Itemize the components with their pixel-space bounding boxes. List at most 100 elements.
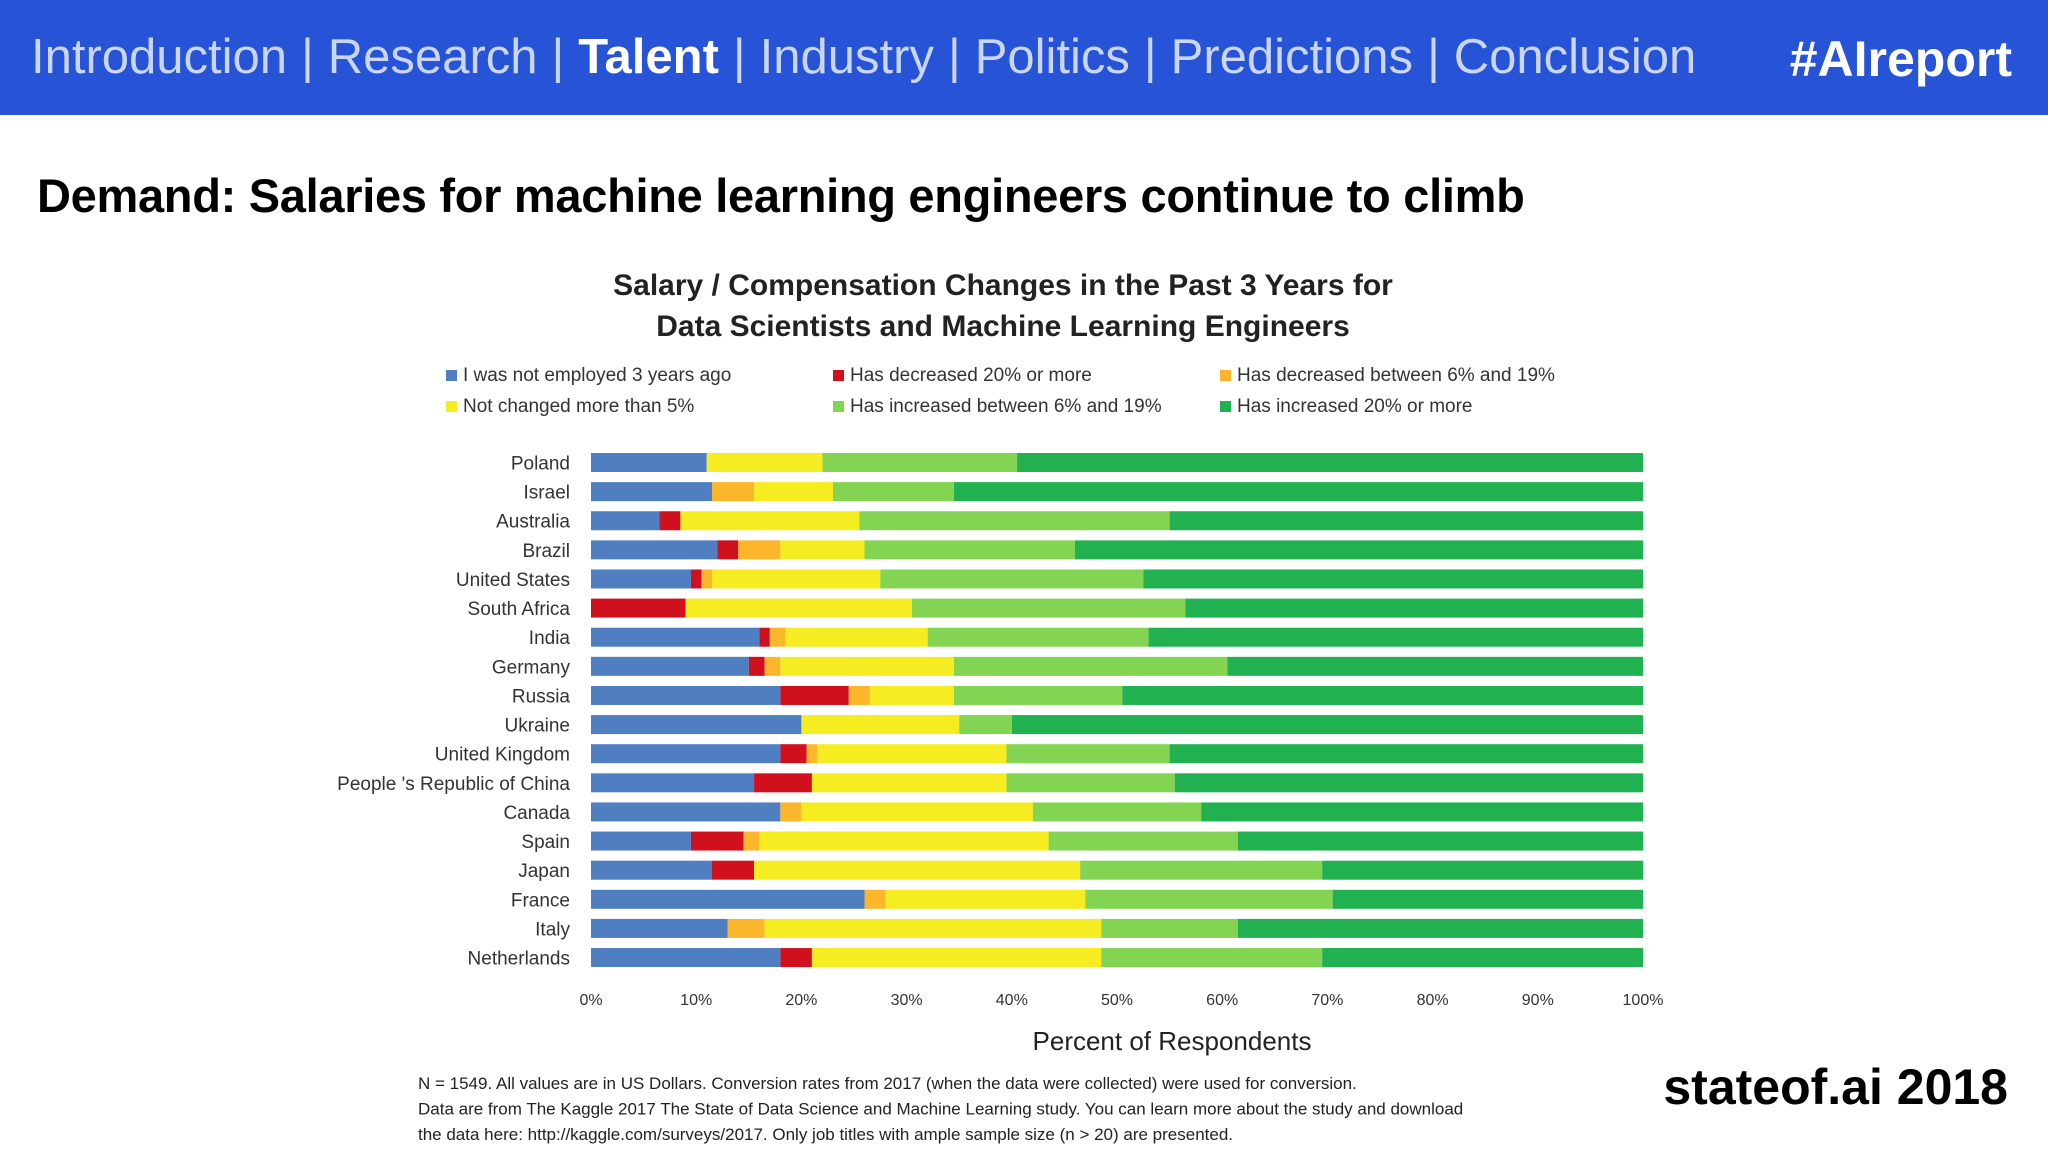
bar-netherlands-has-increased-between-6-and-19: [1101, 948, 1323, 968]
bar-brazil-not-changed-more-than-5: [780, 540, 865, 560]
bar-united-states-has-decreased-20-or-more: [690, 569, 702, 589]
top-nav-bar: Introduction | Research | Talent | Industry | Po…: [0, 0, 2048, 115]
bar-ukraine-i-was-not-employed-3-years-ago: [591, 715, 802, 735]
bar-south-africa-not-changed-more-than-5: [685, 598, 912, 618]
x-tick-label: 90%: [1522, 992, 1554, 1009]
bar-south-africa-has-increased-between-6-and-19: [911, 598, 1186, 618]
bar-brazil-has-increased-between-6-and-19: [864, 540, 1075, 560]
bars: [591, 453, 1643, 968]
y-label-india: India: [529, 628, 571, 649]
x-tick-label: 40%: [996, 992, 1028, 1009]
bar-germany-has-increased-20-or-more: [1227, 656, 1643, 676]
footnote: N = 1549. All values are in US Dollars. …: [418, 1074, 1463, 1144]
bar-india-has-decreased-between-6-and-19: [769, 627, 786, 647]
bar-russia-has-decreased-20-or-more: [780, 685, 849, 705]
bar-germany-has-increased-between-6-and-19: [953, 656, 1228, 676]
x-tick-label: 50%: [1101, 992, 1133, 1009]
bar-people-s-republic-of-china-i-was-not-employed-3-years-ago: [591, 773, 755, 793]
bar-india-not-changed-more-than-5: [785, 627, 928, 647]
bar-canada-has-decreased-between-6-and-19: [780, 802, 802, 822]
bar-poland-i-was-not-employed-3-years-ago: [591, 453, 707, 472]
bar-netherlands-not-changed-more-than-5: [811, 948, 1102, 968]
legend-label: Has increased between 6% and 19%: [850, 396, 1162, 417]
footnote-line: the data here: http://kaggle.com/surveys…: [418, 1125, 1233, 1144]
bar-canada-i-was-not-employed-3-years-ago: [591, 802, 781, 822]
bar-france-not-changed-more-than-5: [885, 889, 1086, 909]
bar-brazil-i-was-not-employed-3-years-ago: [591, 540, 718, 560]
nav-item-talent[interactable]: Talent: [578, 30, 719, 84]
bar-united-kingdom-i-was-not-employed-3-years-ago: [591, 744, 781, 764]
bar-united-states-has-increased-20-or-more: [1143, 569, 1643, 589]
nav-item-politics[interactable]: Politics: [974, 30, 1130, 84]
legend-label: Has decreased 20% or more: [850, 365, 1092, 386]
chart-title: Salary / Compensation Changes in the Pas…: [613, 269, 1393, 343]
nav-item-introduction[interactable]: Introduction: [31, 30, 288, 84]
y-label-brazil: Brazil: [522, 541, 570, 562]
bar-japan-has-decreased-20-or-more: [711, 860, 755, 880]
y-label-australia: Australia: [496, 512, 570, 533]
bar-france-has-decreased-between-6-and-19: [864, 889, 886, 909]
nav-separator: |: [732, 30, 746, 84]
bar-australia-has-increased-20-or-more: [1169, 511, 1643, 531]
legend-item-has-increased-between-6-and-19: Has increased between 6% and 19%: [833, 396, 1162, 417]
bar-france-has-increased-between-6-and-19: [1085, 889, 1333, 909]
bar-people-s-republic-of-china-not-changed-more-than-5: [811, 773, 1007, 793]
bar-australia-i-was-not-employed-3-years-ago: [591, 511, 660, 531]
nav-separator: |: [1427, 30, 1440, 84]
legend-label: Has increased 20% or more: [1237, 396, 1473, 417]
salary-change-chart: Salary / Compensation Changes in the Pas…: [337, 269, 1664, 1144]
brand-label: stateof.ai 2018: [1663, 1059, 2008, 1115]
chart-legend: I was not employed 3 years ago Has decrea…: [446, 365, 1555, 417]
bar-italy-i-was-not-employed-3-years-ago: [591, 918, 728, 938]
bar-israel-not-changed-more-than-5: [754, 482, 833, 502]
chart-title-line: Data Scientists and Machine Learning Eng…: [656, 310, 1350, 343]
section-nav: Introduction | Research | Talent | Industry | Po…: [31, 0, 1696, 115]
bar-germany-has-decreased-between-6-and-19: [764, 656, 781, 676]
nav-item-predictions[interactable]: Predictions: [1170, 30, 1414, 84]
y-label-italy: Italy: [535, 919, 570, 940]
bar-netherlands-has-decreased-20-or-more: [780, 948, 812, 968]
bar-poland-has-increased-between-6-and-19: [822, 453, 1018, 472]
y-label-united-states: United States: [456, 570, 570, 591]
nav-item-research[interactable]: Research: [327, 30, 538, 84]
bar-spain-has-increased-20-or-more: [1237, 831, 1643, 851]
bar-united-states-i-was-not-employed-3-years-ago: [591, 569, 691, 589]
bar-india-has-increased-20-or-more: [1148, 627, 1643, 647]
bar-russia-not-changed-more-than-5: [869, 685, 954, 705]
bar-germany-not-changed-more-than-5: [780, 656, 954, 676]
bar-spain-has-decreased-between-6-and-19: [743, 831, 760, 851]
x-tick-label: 100%: [1623, 992, 1664, 1009]
nav-separator: |: [1143, 30, 1157, 84]
bar-canada-not-changed-more-than-5: [801, 802, 1033, 822]
bar-poland-has-increased-20-or-more: [1017, 453, 1643, 472]
x-tick-label: 60%: [1206, 992, 1238, 1009]
bar-france-i-was-not-employed-3-years-ago: [591, 889, 865, 909]
bar-japan-not-changed-more-than-5: [754, 860, 1081, 880]
bar-spain-i-was-not-employed-3-years-ago: [591, 831, 691, 851]
bar-japan-i-was-not-employed-3-years-ago: [591, 860, 712, 880]
bar-people-s-republic-of-china-has-increased-20-or-more: [1174, 773, 1643, 793]
x-tick-label: 30%: [891, 992, 923, 1009]
bar-germany-has-decreased-20-or-more: [748, 656, 765, 676]
bar-brazil-has-decreased-20-or-more: [717, 540, 739, 560]
nav-item-conclusion[interactable]: Conclusion: [1453, 30, 1697, 84]
legend-item-has-decreased-20-or-more: Has decreased 20% or more: [833, 365, 1092, 386]
nav-item-industry[interactable]: Industry: [759, 30, 934, 84]
nav-separator: |: [301, 30, 314, 84]
y-label-france: France: [511, 890, 570, 911]
bar-poland-not-changed-more-than-5: [706, 453, 823, 472]
x-axis-title-group: Percent of Respondents: [1033, 1026, 1312, 1056]
x-axis-title: Percent of Respondents: [1033, 1026, 1312, 1056]
bar-japan-has-increased-20-or-more: [1322, 860, 1643, 880]
y-axis-labels: Poland Israel Australia Brazil United States…: [337, 454, 570, 970]
bar-germany-i-was-not-employed-3-years-ago: [591, 656, 749, 676]
legend-swatch: [446, 370, 457, 381]
legend-label: I was not employed 3 years ago: [463, 365, 731, 386]
y-label-ukraine: Ukraine: [505, 716, 570, 737]
bar-india-has-increased-between-6-and-19: [927, 627, 1149, 647]
bar-united-kingdom-not-changed-more-than-5: [817, 744, 1007, 764]
bar-united-kingdom-has-decreased-between-6-and-19: [806, 744, 818, 764]
bar-israel-has-decreased-between-6-and-19: [711, 482, 755, 502]
chart-title-line: Salary / Compensation Changes in the Pas…: [613, 269, 1393, 302]
y-label-russia: Russia: [512, 686, 571, 707]
